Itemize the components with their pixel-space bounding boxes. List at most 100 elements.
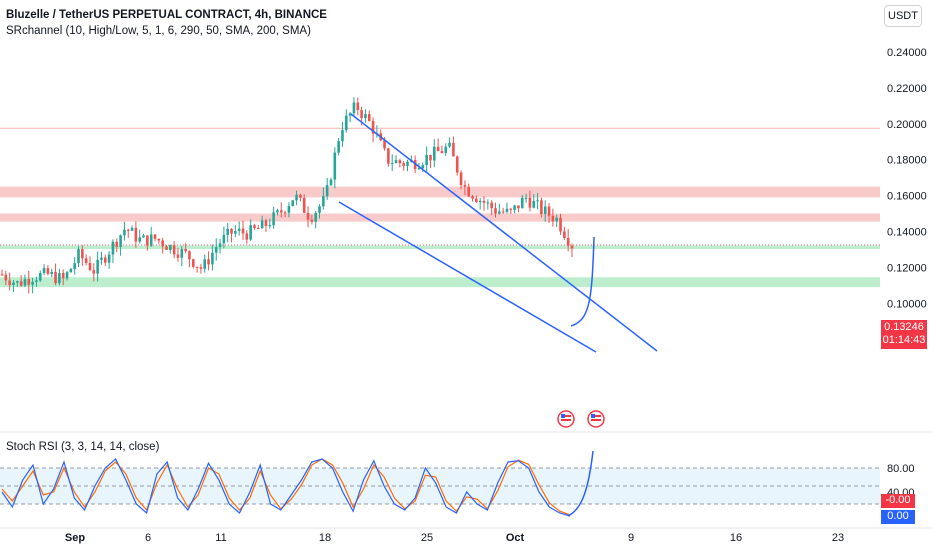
candle-body xyxy=(348,113,352,116)
candle-body xyxy=(417,168,421,170)
candle-body xyxy=(65,272,69,279)
candle-body xyxy=(329,179,333,186)
candle-body xyxy=(96,259,99,274)
candle-body xyxy=(306,212,310,220)
candle-body xyxy=(146,235,149,246)
candle-body xyxy=(299,194,302,198)
stoch-title: Stoch RSI (3, 3, 14, 14, close) xyxy=(6,441,160,453)
candle-body xyxy=(559,217,562,232)
candle-body xyxy=(459,172,463,186)
time-tick-label: 18 xyxy=(319,532,331,544)
candle-body xyxy=(341,130,344,142)
candle-body xyxy=(257,227,260,229)
price-tick-label: 0.20000 xyxy=(887,119,927,131)
candle-body xyxy=(455,156,459,173)
currency-button[interactable]: USDT xyxy=(884,5,922,27)
candle-body xyxy=(291,200,295,206)
events-layer xyxy=(557,410,605,428)
candle-body xyxy=(540,200,543,214)
candle-body xyxy=(264,220,268,227)
candle-body xyxy=(440,151,444,154)
candle-body xyxy=(0,274,4,276)
stoch-k-line xyxy=(1,458,571,517)
candle-body xyxy=(31,281,34,285)
candle-body xyxy=(73,263,76,269)
zone-resistance-0 xyxy=(0,186,880,198)
candle-body xyxy=(371,120,375,134)
candle-body xyxy=(180,249,184,258)
candle-body xyxy=(475,198,478,203)
candle-body xyxy=(226,228,230,235)
candle-body xyxy=(547,206,551,216)
candle-body xyxy=(188,251,191,260)
candle-body xyxy=(234,230,237,234)
candle-body xyxy=(54,271,57,284)
candle-body xyxy=(268,225,272,227)
candle-body xyxy=(566,237,570,246)
price-tick-label: 0.14000 xyxy=(887,227,927,239)
candle-body xyxy=(444,146,448,154)
candle-body xyxy=(498,211,501,214)
candle-body xyxy=(100,257,103,260)
zone-support-3 xyxy=(0,277,880,288)
candle-body xyxy=(23,279,27,286)
candle-body xyxy=(50,271,54,274)
candle-body xyxy=(211,252,214,265)
candle-body xyxy=(337,141,340,153)
flag-stripe-icon xyxy=(561,419,571,421)
candle-body xyxy=(524,197,528,199)
candle-body xyxy=(367,114,371,121)
candle-body xyxy=(81,249,84,259)
candle-body xyxy=(505,208,509,212)
candle-body xyxy=(528,197,532,208)
time-tick-label: 25 xyxy=(421,532,433,544)
candle-body xyxy=(115,241,119,247)
flag-stripe-icon xyxy=(561,415,571,417)
candle-body xyxy=(314,212,317,222)
candle-body xyxy=(322,196,325,207)
candle-body xyxy=(165,246,168,250)
candle-body xyxy=(126,229,130,231)
candle-body xyxy=(482,200,486,203)
candle-body xyxy=(467,186,471,197)
candle-body xyxy=(111,241,115,255)
candle-body xyxy=(103,257,107,263)
candle-body xyxy=(463,185,467,187)
candle-body xyxy=(394,160,398,164)
candle-body xyxy=(214,247,218,253)
candle-body xyxy=(149,234,153,246)
candle-body xyxy=(421,165,425,169)
candle-body xyxy=(138,237,142,242)
time-tick-label: 16 xyxy=(730,532,742,544)
candle-body xyxy=(452,142,455,157)
chart-title: Bluzelle / TetherUS PERPETUAL CONTRACT, … xyxy=(6,9,327,21)
candle-body xyxy=(4,274,8,281)
candle-body xyxy=(302,197,306,213)
candle-body xyxy=(69,268,73,273)
time-tick-label: 23 xyxy=(832,532,844,544)
candle-body xyxy=(494,208,497,214)
time-tick-label: 9 xyxy=(628,532,634,544)
candle-body xyxy=(157,238,161,241)
projection-curve-price xyxy=(570,236,595,327)
candle-body xyxy=(176,254,180,258)
flag-canton-icon xyxy=(561,414,565,418)
candle-body xyxy=(364,114,367,119)
candle-body xyxy=(448,142,451,147)
candle-body xyxy=(27,279,31,285)
candle-body xyxy=(532,201,536,208)
candle-body xyxy=(486,202,490,204)
candle-body xyxy=(520,197,524,209)
economic-event-flag-icon xyxy=(587,410,605,428)
stoch-d-line xyxy=(1,458,571,516)
candle-body xyxy=(222,234,226,244)
candle-body xyxy=(501,211,505,213)
last-price-value: 0.13246 xyxy=(884,321,924,333)
candle-body xyxy=(249,225,252,240)
price-tick-label: 0.18000 xyxy=(887,155,927,167)
candle-body xyxy=(276,210,279,213)
candle-body xyxy=(172,245,176,255)
channel-upper-line xyxy=(350,113,658,352)
last-price-badge: 0.13246 01:14:43 xyxy=(881,320,927,349)
